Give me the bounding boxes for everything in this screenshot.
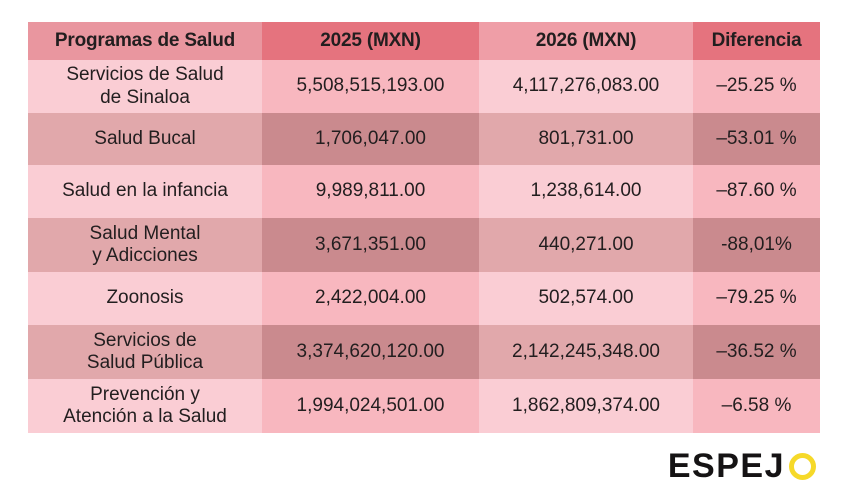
- value-2026-cell: 1,238,614.00: [479, 165, 693, 218]
- header-cell-diferencia: Diferencia: [693, 22, 820, 60]
- value-2026-cell: 2,142,245,348.00: [479, 325, 693, 379]
- diff-cell: –53.01 %: [693, 113, 820, 165]
- value-2025-cell: 2,422,004.00: [262, 272, 479, 325]
- program-cell: Servicios de Salud Pública: [28, 325, 262, 379]
- diff-cell: –79.25 %: [693, 272, 820, 325]
- value-2025-cell: 9,989,811.00: [262, 165, 479, 218]
- value-2025-cell: 3,671,351.00: [262, 218, 479, 272]
- header-cell-2025: 2025 (MXN): [262, 22, 479, 60]
- program-cell: Servicios de Salud de Sinaloa: [28, 60, 262, 113]
- diff-cell: -88,01%: [693, 218, 820, 272]
- header-cell-programas: Programas de Salud: [28, 22, 262, 60]
- value-2025-cell: 1,706,047.00: [262, 113, 479, 165]
- program-cell: Prevención y Atención a la Salud: [28, 379, 262, 433]
- value-2026-cell: 1,862,809,374.00: [479, 379, 693, 433]
- espejo-logo: ESPEJ: [668, 447, 816, 486]
- logo-o-icon: [789, 453, 816, 480]
- program-cell: Salud Mental y Adicciones: [28, 218, 262, 272]
- program-cell: Salud Bucal: [28, 113, 262, 165]
- value-2026-cell: 440,271.00: [479, 218, 693, 272]
- program-cell: Salud en la infancia: [28, 165, 262, 218]
- program-cell: Zoonosis: [28, 272, 262, 325]
- value-2025-cell: 3,374,620,120.00: [262, 325, 479, 379]
- value-2025-cell: 5,508,515,193.00: [262, 60, 479, 113]
- diff-cell: –87.60 %: [693, 165, 820, 218]
- logo-wordmark: ESPEJ: [667, 447, 785, 485]
- value-2026-cell: 4,117,276,083.00: [479, 60, 693, 113]
- value-2026-cell: 502,574.00: [479, 272, 693, 325]
- diff-cell: –6.58 %: [693, 379, 820, 433]
- value-2025-cell: 1,994,024,501.00: [262, 379, 479, 433]
- header-cell-2026: 2026 (MXN): [479, 22, 693, 60]
- health-budget-table: Programas de Salud 2025 (MXN) 2026 (MXN)…: [28, 22, 820, 433]
- value-2026-cell: 801,731.00: [479, 113, 693, 165]
- diff-cell: –25.25 %: [693, 60, 820, 113]
- diff-cell: –36.52 %: [693, 325, 820, 379]
